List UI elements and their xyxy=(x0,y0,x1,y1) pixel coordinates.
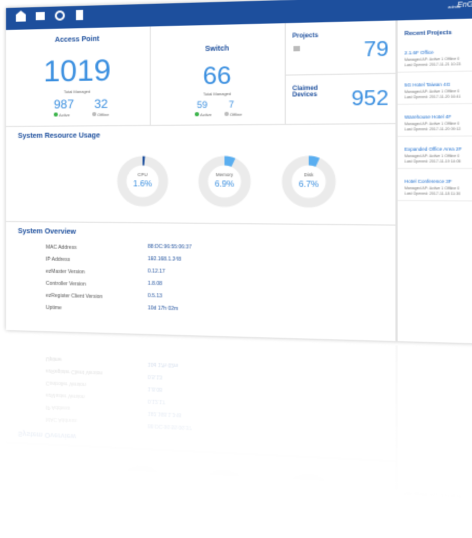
total-count: 1019 xyxy=(43,53,111,89)
claimed-card[interactable]: Claimed Devices 952 xyxy=(285,73,397,125)
overview-value: 0.5.13 xyxy=(147,293,163,300)
project-opened: Last Opened: 2017-11-18 11:30 xyxy=(404,191,461,196)
switch-card[interactable]: Switch 66 Total Managed 59 Active 7 Offl… xyxy=(150,23,286,126)
overview-key: ezMaster Version xyxy=(45,268,85,276)
header-bar: admin EnGenius xyxy=(6,0,472,31)
project-name[interactable]: Hotel Conference 3F xyxy=(404,178,452,185)
offline-legend: Offline xyxy=(92,112,109,117)
projects-count: 79 xyxy=(363,37,389,62)
active-label: Active xyxy=(200,112,212,118)
total-label: Total Managed xyxy=(203,91,231,97)
donut-name: CPU xyxy=(138,172,148,177)
overview-key: Controller Version xyxy=(45,280,86,288)
divider xyxy=(397,102,472,105)
offline-count: 32 xyxy=(94,96,108,112)
overview-value: 88:DC:96:55:06:37 xyxy=(147,243,192,251)
brand-logo: EnGenius xyxy=(457,0,472,10)
project-name[interactable]: Warehouse Hotel 4F xyxy=(404,114,452,120)
projects-icon xyxy=(293,45,300,52)
donut-value: 6.7% xyxy=(299,179,319,189)
clipboard-icon[interactable] xyxy=(75,9,84,21)
projects-card[interactable]: Projects 79 xyxy=(285,20,397,76)
active-label: Active xyxy=(58,112,70,118)
card-title: Switch xyxy=(205,45,230,54)
project-managed: Managed AP: Active 1 Offline 0 xyxy=(404,153,460,159)
dashboard: admin EnGenius Access Point 1019 Total M… xyxy=(6,0,472,344)
project-name[interactable]: 5G Hotel Taiwan 4G xyxy=(404,81,451,88)
project-managed: Managed AP: Active 1 Offline 0 xyxy=(404,56,460,62)
project-managed: Managed AP: Active 1 Offline 0 xyxy=(404,121,460,127)
card-title: Projects xyxy=(292,32,319,40)
nav-icons xyxy=(15,9,84,22)
divider xyxy=(397,135,472,137)
device-icon[interactable] xyxy=(35,11,45,21)
overview-key: MAC Address xyxy=(45,244,77,252)
project-managed: Managed AP: Active 1 Offline 0 xyxy=(404,89,460,95)
active-legend: Active xyxy=(194,112,212,118)
project-opened: Last Opened: 2017-11-21 10:23 xyxy=(404,62,461,68)
card-title: Claimed Devices xyxy=(292,85,318,99)
donut-value: 1.6% xyxy=(133,179,152,188)
resource-section: System Resource Usage CPU 1.6% Memory 6.9% D… xyxy=(6,124,397,226)
overview-value: 192.168.1.248 xyxy=(147,256,182,263)
recent-projects: Recent Projects 2.1.6F Office Managed AP:… xyxy=(396,17,472,344)
home-icon[interactable] xyxy=(15,10,26,22)
overview-section: System Overview MAC Address 88:DC:96:55:0… xyxy=(6,222,397,342)
active-legend: Active xyxy=(53,112,70,118)
settings-icon[interactable] xyxy=(54,10,65,21)
section-title: Recent Projects xyxy=(404,29,452,38)
resource-donuts: CPU 1.6% Memory 6.9% Disk 6.7% xyxy=(6,124,397,226)
total-count: 66 xyxy=(202,61,232,91)
offline-label: Offline xyxy=(229,111,243,118)
total-label: Total Managed xyxy=(63,88,91,95)
card-title: Access Point xyxy=(54,35,100,44)
claimed-count: 952 xyxy=(351,86,389,111)
overview-value: 10d 17h 02m xyxy=(147,305,179,313)
project-name[interactable]: Expanded Office Area 2F xyxy=(404,146,462,152)
project-opened: Last Opened: 2017-11-20 16:41 xyxy=(404,94,461,100)
project-managed: Managed AP: Active 1 Offline 0 xyxy=(404,186,460,191)
project-name[interactable]: 2.1.6F Office xyxy=(404,49,434,56)
panel: admin EnGenius Access Point 1019 Total M… xyxy=(6,0,472,344)
donut-name: Disk xyxy=(304,172,314,177)
offline-count: 7 xyxy=(228,99,235,110)
active-count: 59 xyxy=(196,99,208,111)
overview-value: 0.12.17 xyxy=(147,268,166,275)
active-count: 987 xyxy=(53,97,74,112)
offline-label: Offline xyxy=(97,111,110,118)
access-point-card[interactable]: Access Point 1019 Total Managed 987 Acti… xyxy=(6,26,151,127)
donut-name: Memory xyxy=(216,172,234,177)
overview-value: 1.8.08 xyxy=(147,280,163,288)
divider xyxy=(397,199,472,202)
overview-key: ezRegister Client Version xyxy=(45,292,103,301)
divider xyxy=(397,167,472,169)
offline-legend: Offline xyxy=(224,112,242,117)
overview-key: Uptime xyxy=(45,304,62,312)
divider xyxy=(397,70,472,73)
section-title: System Overview xyxy=(17,228,76,236)
overview-key: IP Address xyxy=(45,256,71,264)
donut-value: 6.9% xyxy=(215,179,234,188)
project-opened: Last Opened: 2017-11-19 14:05 xyxy=(404,159,461,164)
project-opened: Last Opened: 2017-11-20 09:12 xyxy=(404,126,461,132)
